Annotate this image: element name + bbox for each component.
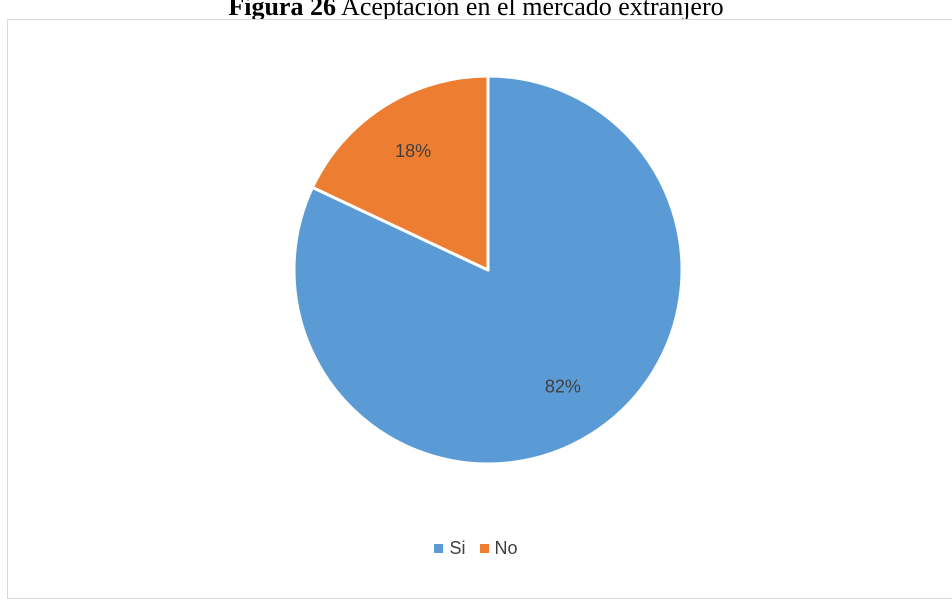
legend-label-si: Si [449,538,466,558]
data-label-si: 82% [545,377,581,397]
figure-caption: Figura 26 Aceptación en el mercado extra… [0,0,952,22]
legend-swatch-no [479,544,489,553]
pie-chart: 82% 18% [292,74,684,466]
figure-title: Aceptación en el mercado extranjero [341,0,724,21]
legend-label-no: No [494,538,518,558]
legend-swatch-si [434,544,444,553]
legend-item-no: No [479,538,518,559]
legend-item-si: Si [434,538,466,559]
figure-number: Figura 26 [228,0,336,21]
data-label-no: 18% [395,141,431,161]
pie-slice-no [310,74,490,272]
chart-legend: Si No [0,538,952,559]
